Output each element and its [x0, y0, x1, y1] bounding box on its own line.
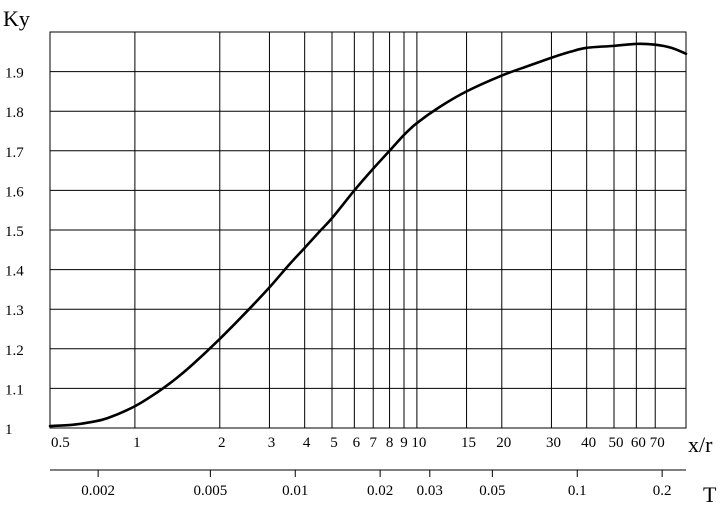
x-axis-label: x/r [688, 432, 713, 457]
x-tick-label: 30 [546, 435, 561, 451]
secondary-tick-label: 0.1 [568, 483, 587, 499]
secondary-tick-label: 0.05 [479, 483, 505, 499]
secondary-tick-label: 0.03 [417, 483, 443, 499]
x-tick-label: 3 [268, 435, 276, 451]
secondary-tick-label: 0.2 [653, 483, 672, 499]
secondary-axis-label: T [703, 482, 717, 507]
grid [50, 32, 686, 429]
y-tick-label: 1.3 [5, 303, 24, 319]
x-tick-labels: 0.5 1 2 3 4 5 6 7 8 9 10 15 20 30 40 50 60 70 [51, 435, 665, 451]
x-tick-label: 6 [353, 435, 361, 451]
x-tick-label: 2 [218, 435, 226, 451]
y-tick-label: 1.9 [5, 66, 24, 82]
x-tick-label: 15 [461, 435, 476, 451]
y-tick-label: 1.4 [5, 264, 24, 280]
y-tick-label: 1 [5, 422, 13, 438]
secondary-tick-label: 0.002 [81, 483, 115, 499]
secondary-tick-label: 0.01 [282, 483, 308, 499]
plot-frame [49, 31, 687, 429]
y-tick-label: 1.2 [5, 343, 24, 359]
x-tick-label: 0.5 [51, 435, 70, 451]
x-tick-label: 8 [386, 435, 394, 451]
y-tick-label: 1.1 [5, 382, 24, 398]
y-tick-label: 1.8 [5, 105, 24, 121]
y-tick-label: 1.5 [5, 224, 24, 240]
x-tick-label: 1 [133, 435, 141, 451]
secondary-axis-ticks: 0.002 0.005 0.01 0.02 0.03 0.05 0.1 0.2 [81, 470, 672, 499]
x-tick-label: 60 [631, 435, 646, 451]
y-tick-labels: 1 1.1 1.2 1.3 1.4 1.5 1.6 1.7 1.8 1.9 [5, 66, 24, 438]
x-tick-label: 4 [303, 435, 311, 451]
x-tick-label: 10 [411, 435, 426, 451]
y-tick-label: 1.6 [5, 184, 24, 200]
secondary-tick-label: 0.005 [193, 483, 227, 499]
y-axis-label: Ky [3, 6, 30, 31]
x-tick-label: 7 [369, 435, 377, 451]
secondary-tick-label: 0.02 [367, 483, 393, 499]
x-tick-label: 9 [400, 435, 408, 451]
x-tick-label: 50 [609, 435, 624, 451]
y-tick-label: 1.7 [5, 145, 24, 161]
x-tick-label: 20 [496, 435, 511, 451]
x-tick-label: 40 [581, 435, 596, 451]
series-line [48, 42, 688, 428]
x-tick-label: 5 [330, 435, 338, 451]
x-tick-label: 70 [650, 435, 665, 451]
